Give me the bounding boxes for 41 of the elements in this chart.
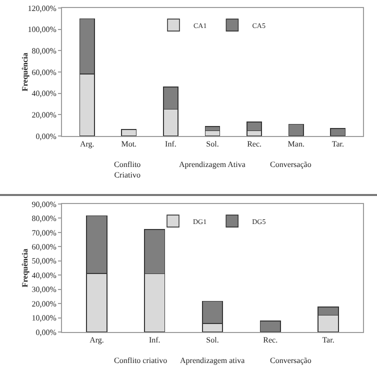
y-tick-label: 80,00% xyxy=(32,214,57,224)
y-tick-label: 40,00% xyxy=(32,89,57,98)
x-tick-label: Sol. xyxy=(206,336,219,345)
x-tick-label: Sol. xyxy=(206,140,219,149)
text: Aprendizagem ativa xyxy=(180,356,246,365)
y-tick-label: 120,00% xyxy=(28,4,57,13)
y-tick-label: 40,00% xyxy=(32,270,57,280)
x-tick-label: Man. xyxy=(288,140,304,149)
y-tick-label: 20,00% xyxy=(32,299,57,308)
y-tick-label: 70,00% xyxy=(32,228,57,238)
text: Conversação xyxy=(270,160,312,169)
x-tick-label: Inf. xyxy=(148,336,160,345)
x-tick-label: Arg. xyxy=(80,140,94,149)
y-tick-label: 60,00% xyxy=(32,242,57,252)
x-tick-label: Tar. xyxy=(332,140,344,149)
text: Conflito Criativo xyxy=(114,160,141,180)
y-tick-label: 100,00% xyxy=(28,25,57,34)
text: Conversação xyxy=(270,356,312,365)
x-tick-label: Inf. xyxy=(165,140,176,149)
y-tick-label: 10,00% xyxy=(32,314,57,323)
y-tick-label: 20,00% xyxy=(32,110,57,120)
y-tick-label: 50,00% xyxy=(32,256,57,266)
y-tick-label: 90,00% xyxy=(32,200,57,209)
y-axis-title: Frequência xyxy=(20,248,30,288)
y-tick-label: 80,00% xyxy=(32,46,57,56)
bar xyxy=(121,129,137,136)
y-tick-label: 0,00% xyxy=(36,132,57,141)
y-tick-label: 0,00% xyxy=(36,328,57,337)
y-tick-label: 30,00% xyxy=(32,285,57,294)
y-axis-title: Frequência xyxy=(20,52,30,92)
text: Aprendizagem Ativa xyxy=(179,160,246,169)
bar xyxy=(330,128,346,136)
bar xyxy=(288,124,304,136)
text: Conflito criativo xyxy=(114,356,168,365)
x-tick-label: Mot. xyxy=(121,140,137,149)
x-tick-label: Rec. xyxy=(263,336,278,345)
bar xyxy=(260,320,281,332)
x-tick-label: Tar. xyxy=(322,336,334,345)
y-tick-label: 60,00% xyxy=(32,68,57,77)
x-tick-label: Rec. xyxy=(247,140,262,149)
x-tick-label: Arg. xyxy=(90,336,104,345)
